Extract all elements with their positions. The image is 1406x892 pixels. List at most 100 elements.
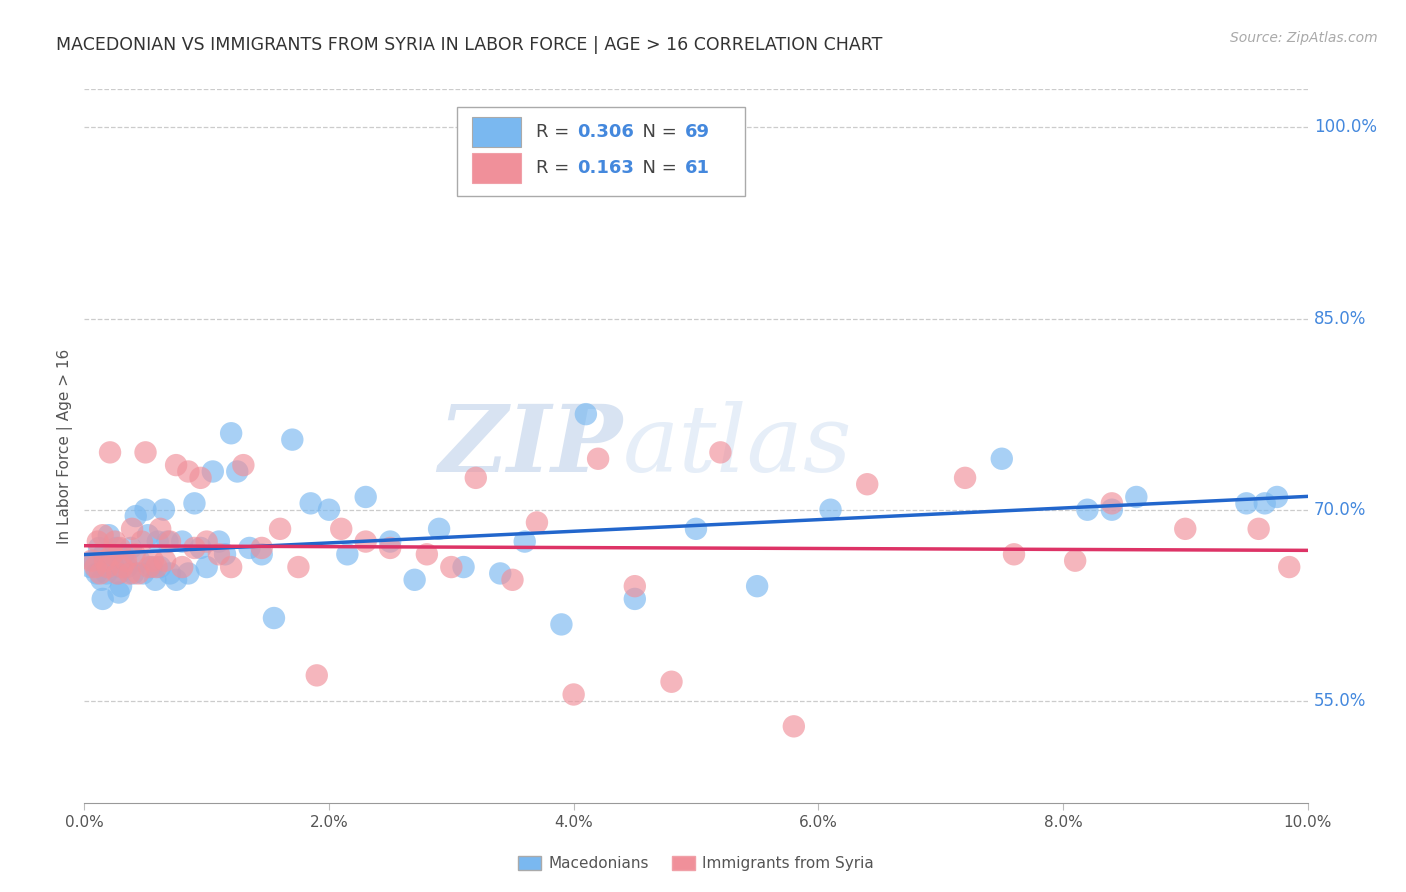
Point	[105, 541, 128, 555]
Point	[94, 554, 117, 568]
Point	[87, 541, 110, 555]
Point	[135, 502, 157, 516]
Point	[1064, 554, 1087, 568]
Point	[440, 560, 463, 574]
Point	[489, 566, 512, 581]
Point	[91, 528, 114, 542]
Point	[83, 554, 105, 568]
Point	[250, 547, 273, 561]
Point	[214, 547, 236, 561]
FancyBboxPatch shape	[472, 117, 522, 147]
Point	[232, 458, 254, 472]
Text: N =: N =	[631, 123, 683, 141]
Point	[124, 547, 146, 561]
Point	[219, 560, 242, 574]
Point	[562, 688, 585, 702]
Point	[172, 560, 194, 574]
Point	[143, 573, 166, 587]
Point	[138, 560, 160, 574]
Point	[190, 471, 212, 485]
Point	[661, 674, 683, 689]
Point	[128, 554, 150, 568]
Point	[318, 502, 340, 516]
Point	[299, 496, 322, 510]
Point	[146, 534, 169, 549]
Point	[149, 522, 172, 536]
Point	[1247, 522, 1270, 536]
Point	[330, 522, 353, 536]
Point	[121, 522, 143, 536]
Point	[159, 566, 181, 581]
Point	[98, 445, 121, 459]
Point	[115, 560, 138, 574]
Point	[111, 560, 134, 574]
Point	[380, 541, 402, 555]
Point	[80, 554, 103, 568]
Point	[97, 560, 120, 574]
Point	[84, 560, 107, 574]
Point	[96, 566, 118, 581]
Point	[305, 668, 328, 682]
Text: 69: 69	[685, 123, 710, 141]
Text: 85.0%: 85.0%	[1313, 310, 1367, 327]
FancyBboxPatch shape	[457, 107, 745, 196]
Point	[87, 534, 110, 549]
Point	[91, 591, 114, 606]
Point	[1101, 502, 1123, 516]
Point	[172, 534, 194, 549]
Point	[183, 496, 205, 510]
Point	[120, 541, 142, 555]
Point	[238, 541, 260, 555]
Point	[153, 554, 176, 568]
Point	[89, 566, 111, 581]
Point	[1174, 522, 1197, 536]
Point	[1076, 502, 1098, 516]
Point	[990, 451, 1012, 466]
Point	[336, 547, 359, 561]
Point	[526, 516, 548, 530]
Point	[153, 502, 176, 516]
Point	[464, 471, 486, 485]
Text: 55.0%: 55.0%	[1313, 692, 1367, 710]
Point	[1234, 496, 1257, 510]
Point	[190, 541, 212, 555]
Point	[110, 579, 132, 593]
Point	[145, 560, 167, 574]
Point	[953, 471, 976, 485]
Point	[90, 573, 112, 587]
Point	[685, 522, 707, 536]
Text: R =: R =	[536, 159, 575, 177]
Point	[149, 560, 172, 574]
Point	[281, 433, 304, 447]
Point	[141, 560, 163, 574]
Point	[135, 445, 157, 459]
Point	[195, 560, 218, 574]
Point	[118, 566, 141, 581]
Point	[416, 547, 439, 561]
Point	[112, 547, 135, 561]
Point	[132, 566, 155, 581]
Point	[453, 560, 475, 574]
Text: 0.306: 0.306	[578, 123, 634, 141]
Point	[208, 547, 231, 561]
Point	[250, 541, 273, 555]
Point	[550, 617, 572, 632]
Text: 0.163: 0.163	[578, 159, 634, 177]
Point	[156, 534, 179, 549]
Point	[1254, 496, 1277, 510]
Point	[263, 611, 285, 625]
Point	[136, 528, 159, 542]
Point	[208, 534, 231, 549]
Point	[177, 465, 200, 479]
Point	[165, 458, 187, 472]
Point	[287, 560, 309, 574]
Text: 61: 61	[685, 159, 710, 177]
Point	[269, 522, 291, 536]
Point	[131, 534, 153, 549]
Point	[709, 445, 731, 459]
Text: R =: R =	[536, 123, 575, 141]
Point	[142, 554, 165, 568]
Point	[745, 579, 768, 593]
Point	[103, 560, 125, 574]
Text: N =: N =	[631, 159, 683, 177]
